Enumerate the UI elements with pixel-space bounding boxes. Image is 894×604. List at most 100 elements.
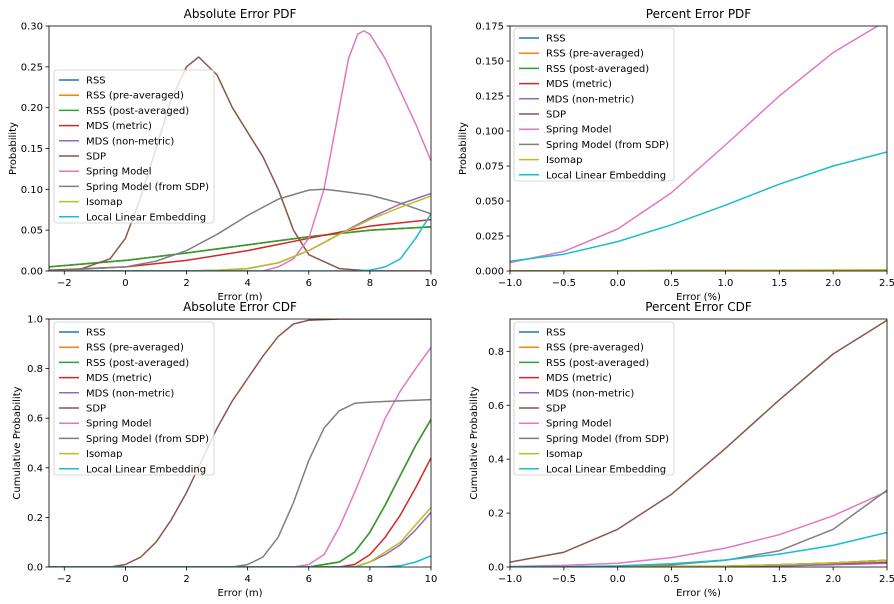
x-axis-label: Error (m) (217, 588, 262, 599)
chart-panel-1: −1.0 −0.5 0.0 0.5 1.0 1.5 2.0 2.5 0.000 0.025 0.05… (458, 7, 894, 303)
legend-entry: Local Linear Embedding (546, 170, 666, 181)
legend-entry: Isomap (546, 449, 583, 460)
series-line-spring-model-from-sdp (49, 188, 431, 271)
series-line-spring-model-from-sdp (510, 489, 887, 567)
x-tick-label: −1.0 (498, 278, 522, 289)
legend-entry: Local Linear Embedding (86, 212, 206, 223)
legend-entry: SDP (546, 404, 566, 415)
chart-title: Percent Error PDF (646, 7, 752, 21)
series-group (49, 30, 431, 271)
legend: RSS RSS (pre-averaged) RSS (post-averaged)… (513, 27, 675, 182)
series-line-sdp (49, 319, 431, 567)
legend-entry: Local Linear Embedding (546, 464, 666, 475)
x-tick-label: −2 (57, 278, 72, 289)
x-tick-label: −2 (57, 574, 72, 585)
x-tick-label: 1.0 (717, 574, 733, 585)
legend-entry: Spring Model (from SDP) (546, 434, 669, 445)
x-tick-label: 4 (244, 574, 250, 585)
x-tick-label: 8 (367, 278, 373, 289)
x-axis-label: Error (%) (676, 588, 721, 599)
series-line-spring-model (510, 490, 887, 567)
x-tick-label: 0 (122, 278, 128, 289)
y-tick-label: 0.050 (475, 197, 504, 208)
legend-entry: Isomap (86, 197, 123, 208)
series-line-spring-model-from-sdp (49, 398, 431, 567)
y-tick-label: 0.4 (488, 455, 504, 466)
legend-entry: RSS (pre-averaged) (86, 91, 184, 102)
y-tick-label: 0.025 (475, 232, 504, 243)
x-tick-label: 2 (183, 278, 189, 289)
legend-entry: Spring Model (86, 167, 151, 178)
y-tick-label: 0.100 (475, 127, 504, 138)
series-line-spring-model (510, 26, 880, 264)
legend-entry: RSS (86, 328, 106, 339)
x-tick-label: 10 (425, 574, 438, 585)
legend-entry: RSS (post-averaged) (546, 64, 649, 75)
series-line-spring-model (49, 30, 431, 271)
x-tick-label: 2.5 (879, 278, 894, 289)
y-tick-label: 0.000 (475, 267, 504, 278)
y-axis-label: Probability (458, 122, 469, 175)
legend-entry: Spring Model (86, 419, 151, 430)
legend-entry: MDS (non-metric) (546, 388, 634, 399)
y-tick-label: 0.6 (27, 414, 43, 425)
y-tick-label: 0.075 (475, 162, 504, 173)
legend-entry: RSS (post-averaged) (86, 106, 189, 117)
series-line-isomap (49, 507, 431, 567)
legend-entry: MDS (metric) (546, 79, 612, 90)
axes-frame (509, 25, 888, 272)
legend-entry: SDP (546, 110, 566, 121)
x-axis-label: Error (%) (676, 292, 721, 303)
y-tick-label: 0.00 (21, 267, 43, 278)
x-tick-label: 1.5 (771, 574, 787, 585)
series-line-local-linear-embedding (49, 213, 431, 271)
axes-frame (509, 318, 888, 568)
legend-frame (513, 27, 675, 182)
y-axis-label: Cumulative Probability (12, 386, 23, 499)
y-tick-label: 0.2 (27, 513, 43, 524)
legend-entry: Spring Model (from SDP) (86, 182, 209, 193)
chart-title: Absolute Error PDF (184, 7, 297, 21)
legend-entry: RSS (post-averaged) (546, 358, 649, 369)
x-tick-label: 0.5 (664, 278, 680, 289)
series-line-mds-non-metric (49, 511, 431, 567)
x-tick-label: 1.0 (717, 278, 733, 289)
y-tick-label: 0.05 (21, 226, 43, 237)
legend-entry: SDP (86, 152, 106, 163)
x-tick-label: −0.5 (552, 574, 576, 585)
legend-entry: RSS (pre-averaged) (86, 343, 184, 354)
chart-panel-2: −2 0 2 4 6 8 10 0.0 0.2 0.4 0.6 0.8 1.0 Absolute Erro… (12, 300, 437, 599)
legend-entry: RSS (546, 328, 566, 339)
legend-entry: Spring Model (from SDP) (86, 434, 209, 445)
y-tick-label: 0.6 (488, 401, 504, 412)
y-axis-label: Probability (8, 122, 19, 175)
x-tick-label: 6 (306, 574, 312, 585)
x-tick-label: 8 (367, 574, 373, 585)
legend-entry: Isomap (546, 155, 583, 166)
legend-entry: RSS (86, 76, 106, 87)
legend-entry: MDS (non-metric) (86, 388, 174, 399)
x-tick-label: 2.0 (825, 574, 841, 585)
x-tick-label: 0.0 (610, 574, 626, 585)
x-tick-label: −1.0 (498, 574, 522, 585)
chart-title: Absolute Error CDF (183, 300, 297, 314)
y-tick-label: 0.8 (488, 347, 504, 358)
legend: RSS RSS (pre-averaged) RSS (post-averaged)… (53, 69, 215, 224)
legend-entry: SDP (86, 404, 106, 415)
y-tick-label: 1.0 (27, 315, 43, 326)
series-line-local-linear-embedding (510, 531, 887, 567)
legend-entry: RSS (546, 34, 566, 45)
x-tick-label: 0 (122, 574, 128, 585)
x-tick-label: −0.5 (552, 278, 576, 289)
series-line-rss-post-averaged (49, 226, 431, 268)
y-tick-label: 0.4 (27, 463, 43, 474)
legend-entry: MDS (non-metric) (86, 136, 174, 147)
series-group (49, 319, 431, 567)
x-tick-label: 2.5 (879, 574, 894, 585)
series-line-local-linear-embedding (49, 555, 431, 567)
series-line-isomap (510, 559, 887, 567)
legend-entry: MDS (non-metric) (546, 94, 634, 105)
legend-entry: Spring Model (546, 419, 611, 430)
y-tick-label: 0.20 (21, 103, 43, 114)
legend-entry: Spring Model (546, 125, 611, 136)
